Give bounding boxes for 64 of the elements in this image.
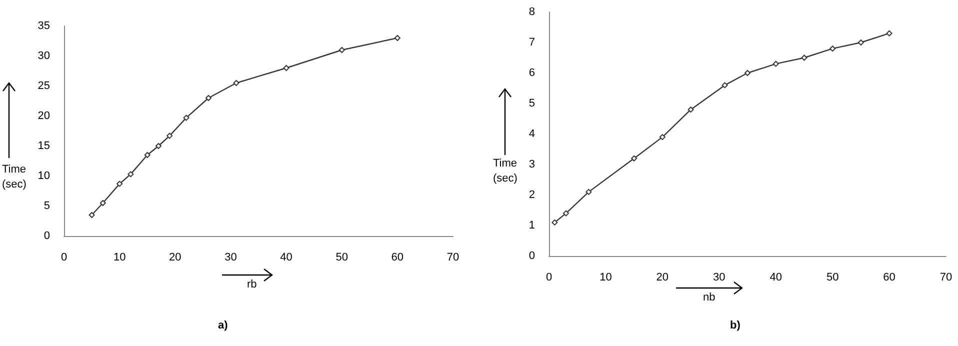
point	[155, 143, 162, 149]
y-tick-label: 3	[528, 158, 535, 170]
x-tick-label: 20	[656, 272, 669, 284]
y-tick-label: 30	[38, 50, 50, 62]
y-tick-label: 15	[38, 140, 50, 152]
x-tick-label: 60	[391, 252, 404, 264]
y-tick-label: 1	[528, 220, 535, 232]
y-tick-label: 2	[528, 189, 535, 201]
x-axis-title: nb	[703, 292, 716, 304]
point	[552, 219, 558, 226]
point	[144, 152, 150, 158]
point	[801, 54, 808, 61]
point	[394, 35, 400, 41]
point	[772, 60, 779, 67]
text: b)	[730, 320, 741, 332]
point	[205, 95, 212, 101]
x-axis-title: rb	[247, 278, 257, 290]
point	[631, 155, 638, 162]
point	[128, 171, 134, 178]
x-tick-label: 40	[280, 252, 292, 264]
y-axis-title: Time (sec)	[493, 158, 520, 184]
point	[586, 188, 592, 195]
x-tick-label: 70	[446, 252, 460, 264]
x-tick-label: 40	[770, 272, 782, 284]
point	[233, 80, 240, 86]
x-tick-label: 60	[883, 272, 896, 284]
x-tick-label: 30	[713, 272, 726, 284]
point	[88, 212, 95, 218]
point	[659, 134, 666, 140]
y-tick-label: 0	[44, 230, 50, 242]
y-tick-label: 6	[528, 67, 535, 79]
point	[830, 46, 836, 52]
y-tick-label: 4	[528, 128, 535, 140]
point	[886, 30, 892, 36]
text: a)	[218, 320, 228, 332]
y-tick-label: 7	[528, 36, 535, 48]
point	[100, 200, 106, 206]
y-tick-label: 20	[38, 110, 50, 122]
y-tick-label: 8	[528, 6, 535, 18]
point	[688, 106, 694, 113]
x-tick-label: 50	[826, 272, 839, 284]
point	[338, 47, 345, 53]
y-tick-label: 25	[38, 80, 50, 92]
point	[283, 65, 290, 71]
x-tick-label: 50	[336, 252, 348, 264]
point	[563, 210, 570, 216]
y-axis-title: Time (sec)	[2, 164, 30, 190]
x-tick-label: 70	[940, 272, 952, 284]
y-tick-label: 5	[44, 200, 50, 212]
point	[744, 70, 750, 76]
x-tick-label: 10	[113, 252, 126, 264]
x-tick-label: 20	[169, 252, 182, 264]
point	[183, 114, 190, 121]
y-tick-label: 5	[528, 98, 535, 110]
x-tick-label: 0	[546, 272, 552, 284]
point	[166, 132, 173, 139]
point	[116, 180, 123, 187]
x-tick-label: 10	[600, 272, 612, 284]
point	[858, 40, 864, 46]
x-tick-label: 30	[224, 252, 237, 264]
y-tick-label: 35	[38, 20, 50, 32]
y-tick-label: 10	[38, 170, 50, 182]
x-tick-label: 0	[60, 252, 68, 264]
point	[722, 82, 728, 88]
